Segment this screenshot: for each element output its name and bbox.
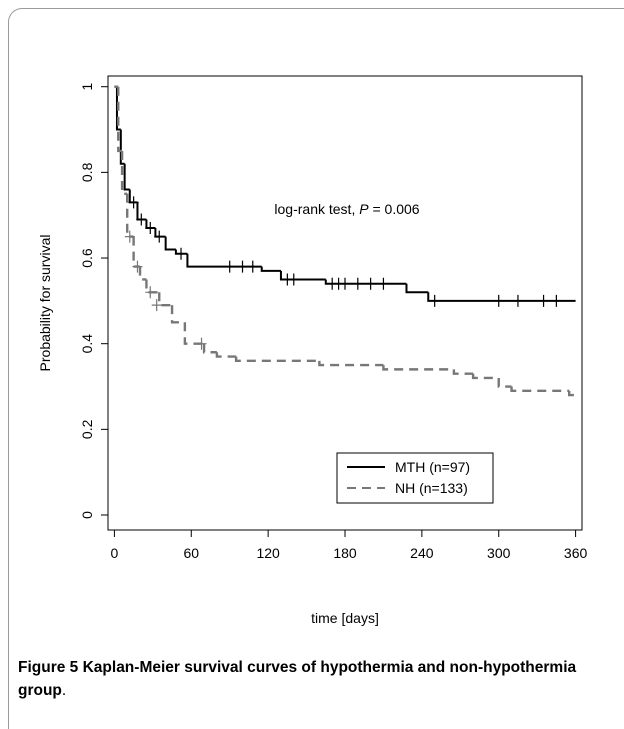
y-tick-label: 0 <box>79 511 95 519</box>
survival-step <box>145 219 156 230</box>
censor-mark <box>132 260 143 273</box>
page: {"chart_data": {"type": "step", "x_label… <box>8 8 624 729</box>
caption-label: Figure 5 <box>18 659 79 676</box>
annotation: log-rank test, P = 0.006 <box>274 201 419 217</box>
x-tick-label: 120 <box>256 545 280 561</box>
survival-step <box>215 352 237 358</box>
survival-step <box>260 266 281 272</box>
censor-mark <box>352 277 363 290</box>
survival-step <box>164 236 176 251</box>
survival-step <box>132 236 141 268</box>
annotation-text: = 0.006 <box>369 201 420 217</box>
censor-mark <box>128 196 139 209</box>
survival-step <box>279 270 326 281</box>
censor-mark <box>145 286 156 299</box>
survival-step <box>170 305 185 324</box>
survival-step <box>174 249 188 255</box>
survival-step <box>510 386 570 393</box>
censor-mark <box>145 222 156 235</box>
censor-mark <box>288 273 299 286</box>
censor-mark <box>551 294 562 307</box>
chart: time [days] Probability for survival log… <box>37 75 588 626</box>
censor-mark <box>124 230 135 243</box>
caption-text: Kaplan-Meier survival curves of hypother… <box>18 659 577 699</box>
x-axis-label: time [days] <box>311 610 379 626</box>
x-tick-label: 240 <box>410 545 434 561</box>
censor-mark <box>538 294 549 307</box>
caption: Figure 5 Kaplan-Meier survival curves of… <box>18 656 608 702</box>
x-tick-label: 180 <box>333 545 357 561</box>
censor-mark <box>224 260 235 273</box>
censor-mark <box>378 277 389 290</box>
legend-label: NH (n=133) <box>395 480 468 496</box>
censor-mark <box>176 247 187 260</box>
censor-mark <box>154 230 165 243</box>
y-tick-label: 0.4 <box>79 334 95 354</box>
survival-step <box>158 292 173 307</box>
censor-mark <box>247 260 258 273</box>
censor-mark <box>151 299 162 312</box>
y-tick-label: 1 <box>79 83 95 91</box>
censor-mark <box>237 260 248 273</box>
survival-step <box>324 279 407 285</box>
survival-step <box>117 86 123 153</box>
censor-mark <box>365 277 376 290</box>
survival-step <box>427 292 576 302</box>
survival-step <box>234 356 320 363</box>
y-tick-label: 0.2 <box>79 419 95 439</box>
y-axis-label: Probability for survival <box>37 235 53 372</box>
x-tick-label: 300 <box>487 545 511 561</box>
censor-mark <box>136 213 147 226</box>
censor-mark <box>429 294 440 307</box>
survival-step <box>138 266 147 281</box>
y-tick-label: 0.6 <box>79 248 95 268</box>
survival-step <box>471 373 499 380</box>
x-tick-label: 60 <box>183 545 199 561</box>
survival-step <box>202 343 217 354</box>
annotation-p: P <box>359 201 369 217</box>
survival-step <box>405 283 429 294</box>
censor-mark <box>493 294 504 307</box>
survival-step <box>567 390 576 397</box>
censor-mark <box>196 337 207 350</box>
legend-box <box>336 452 494 504</box>
figure-frame <box>8 8 624 729</box>
survival-step <box>497 377 512 388</box>
x-tick-label: 360 <box>564 545 588 561</box>
caption-end: . <box>61 682 67 699</box>
survival-step <box>123 163 130 191</box>
survival-step <box>318 360 384 367</box>
survival-step <box>136 202 147 221</box>
survival-step <box>115 86 121 131</box>
survival-step <box>186 253 262 268</box>
survival-step <box>452 369 474 375</box>
survival-step <box>154 228 166 238</box>
survival-step <box>382 365 454 371</box>
survival-step <box>119 129 125 165</box>
survival-step <box>145 279 160 294</box>
x-tick-label: 0 <box>111 545 119 561</box>
legend-label: MTH (n=97) <box>395 459 470 475</box>
y-tick-label: 0.8 <box>79 162 95 182</box>
censor-mark <box>512 294 523 307</box>
annotation-text: log-rank test, <box>274 201 359 217</box>
survival-step <box>120 150 128 195</box>
censor-mark <box>340 277 350 290</box>
